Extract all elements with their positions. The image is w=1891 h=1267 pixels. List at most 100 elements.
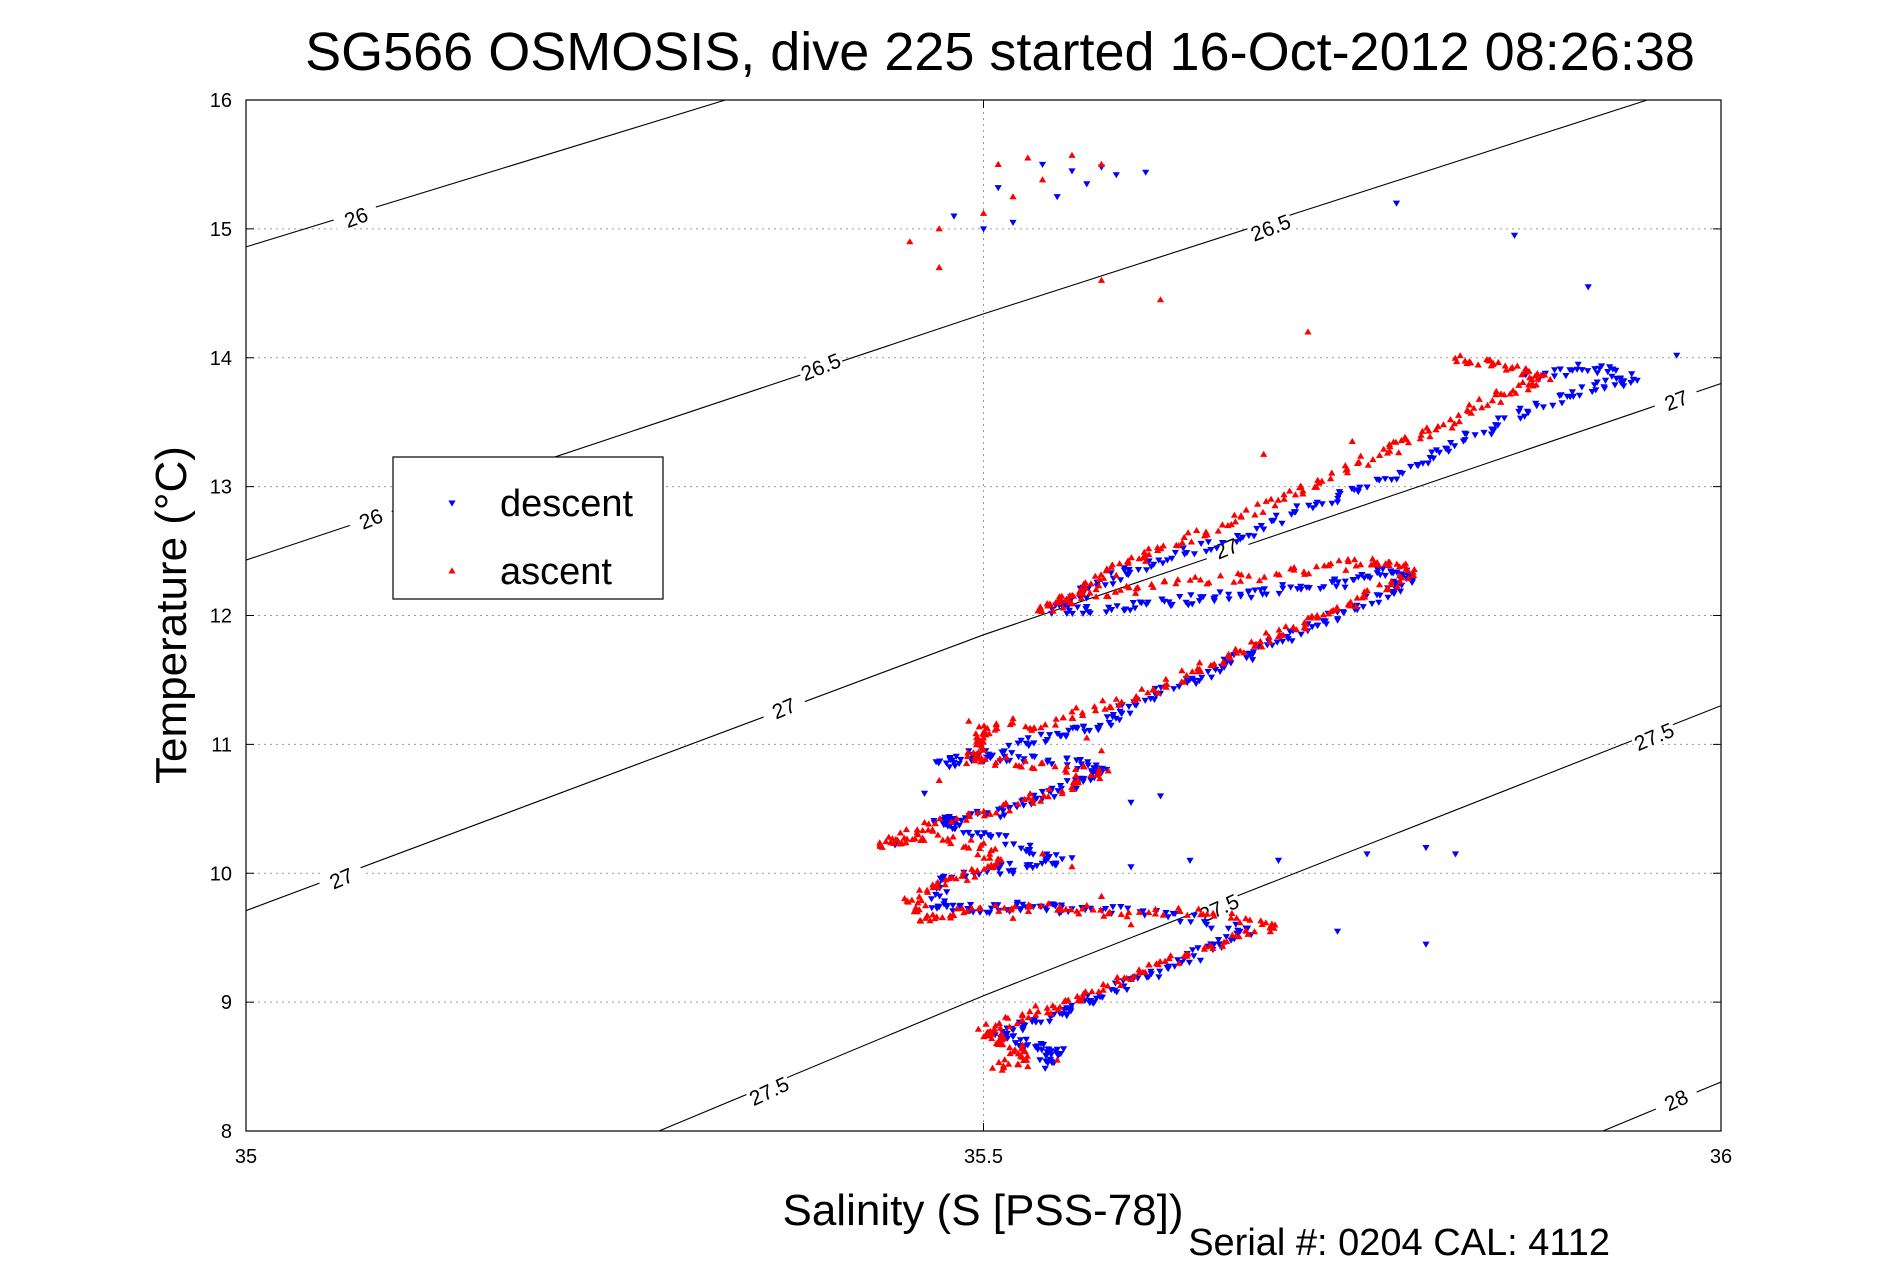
descent-point xyxy=(1038,789,1046,796)
descent-point xyxy=(1251,587,1259,594)
descent-point xyxy=(1429,455,1438,462)
descent-point xyxy=(1147,696,1155,703)
descent-point xyxy=(1334,616,1342,623)
descent-point xyxy=(1187,919,1195,926)
descent-point xyxy=(1204,539,1212,546)
ascent-point xyxy=(997,1030,1005,1037)
ascent-point xyxy=(1393,583,1402,590)
ascent-point xyxy=(1013,1020,1021,1027)
ascent-point xyxy=(958,904,966,911)
descent-point xyxy=(1003,1030,1011,1037)
ascent-point xyxy=(1117,981,1125,988)
descent-point xyxy=(1279,582,1287,589)
ascent-point xyxy=(1393,560,1401,567)
descent-point xyxy=(1056,783,1065,790)
descent-point xyxy=(1328,500,1336,507)
descent-point xyxy=(961,815,969,822)
ascent-point xyxy=(1465,408,1473,415)
ascent-point xyxy=(1074,779,1082,786)
descent-point xyxy=(996,871,1004,878)
ascent-point xyxy=(1178,667,1186,674)
ascent-point xyxy=(1149,583,1157,590)
ascent-point xyxy=(1068,708,1076,715)
ascent-point xyxy=(1081,988,1090,995)
ascent-point xyxy=(1325,562,1333,569)
ascent-point xyxy=(1282,623,1290,630)
ascent-point xyxy=(1465,401,1473,408)
ascent-point xyxy=(1180,952,1188,959)
descent-point xyxy=(1451,443,1459,450)
descent-point xyxy=(1445,448,1453,455)
ascent-point xyxy=(1056,599,1064,606)
ascent-point xyxy=(986,810,994,817)
descent-point xyxy=(1126,710,1134,717)
descent-point xyxy=(1428,449,1436,456)
descent-point xyxy=(1171,549,1179,556)
descent-point xyxy=(1150,561,1158,568)
ascent-point xyxy=(1025,794,1033,801)
descent-point xyxy=(945,764,953,771)
descent-point xyxy=(1174,957,1182,964)
descent-point xyxy=(1145,558,1153,565)
ascent-point xyxy=(1522,368,1530,375)
descent-point xyxy=(1063,1011,1071,1018)
descent-point xyxy=(1102,906,1110,913)
descent-point xyxy=(1082,604,1090,611)
ascent-point xyxy=(1492,387,1500,394)
ascent-point xyxy=(1073,907,1081,914)
descent-point xyxy=(1447,440,1455,447)
contour-label-bg xyxy=(1651,380,1701,417)
ascent-point xyxy=(1097,276,1106,283)
ascent-point xyxy=(1292,626,1300,633)
ascent-point xyxy=(1246,916,1254,923)
ascent-point xyxy=(1014,1060,1022,1067)
ascent-point xyxy=(1141,968,1149,975)
ascent-point xyxy=(1184,950,1192,957)
ascent-point xyxy=(1218,521,1226,528)
ascent-point xyxy=(1178,539,1186,546)
ascent-point xyxy=(994,160,1002,167)
descent-point xyxy=(1127,864,1135,871)
descent-point xyxy=(932,891,940,898)
descent-point xyxy=(1215,941,1223,948)
ascent-point xyxy=(1024,1063,1032,1070)
descent-point xyxy=(1358,572,1366,579)
ascent-point xyxy=(1007,906,1015,913)
ascent-point xyxy=(979,738,987,745)
descent-point xyxy=(1606,364,1614,371)
descent-point xyxy=(1005,742,1013,749)
ascent-point xyxy=(1097,571,1105,578)
ascent-point xyxy=(1130,972,1138,979)
ascent-point xyxy=(1385,440,1393,447)
descent-point xyxy=(1389,570,1397,577)
descent-point xyxy=(1339,609,1347,616)
descent-point xyxy=(1058,856,1066,863)
descent-point xyxy=(1419,460,1427,467)
descent-point xyxy=(1068,168,1076,175)
descent-point xyxy=(1026,842,1034,849)
ascent-point xyxy=(1258,643,1266,650)
ascent-point xyxy=(1232,932,1240,939)
descent-point xyxy=(1601,377,1610,384)
ascent-point xyxy=(1206,942,1215,949)
ascent-point xyxy=(908,896,916,903)
descent-point xyxy=(1085,727,1093,735)
descent-point xyxy=(1053,1046,1061,1053)
ascent-point xyxy=(1001,1056,1009,1063)
descent-point xyxy=(1042,856,1050,863)
ascent-point xyxy=(1056,903,1064,910)
ascent-point xyxy=(1024,907,1032,914)
ascent-point xyxy=(964,749,972,756)
ascent-point xyxy=(1279,631,1287,638)
ascent-point xyxy=(1455,411,1463,418)
ascent-point xyxy=(1335,557,1343,564)
descent-point xyxy=(1079,723,1087,730)
descent-point xyxy=(1354,574,1362,581)
ascent-point xyxy=(1018,1016,1026,1023)
ascent-point xyxy=(1364,461,1372,468)
descent-point xyxy=(1516,415,1525,422)
ascent-point xyxy=(1095,582,1103,589)
descent-point xyxy=(1010,841,1018,848)
descent-point xyxy=(980,830,988,837)
descent-point xyxy=(1117,577,1125,584)
